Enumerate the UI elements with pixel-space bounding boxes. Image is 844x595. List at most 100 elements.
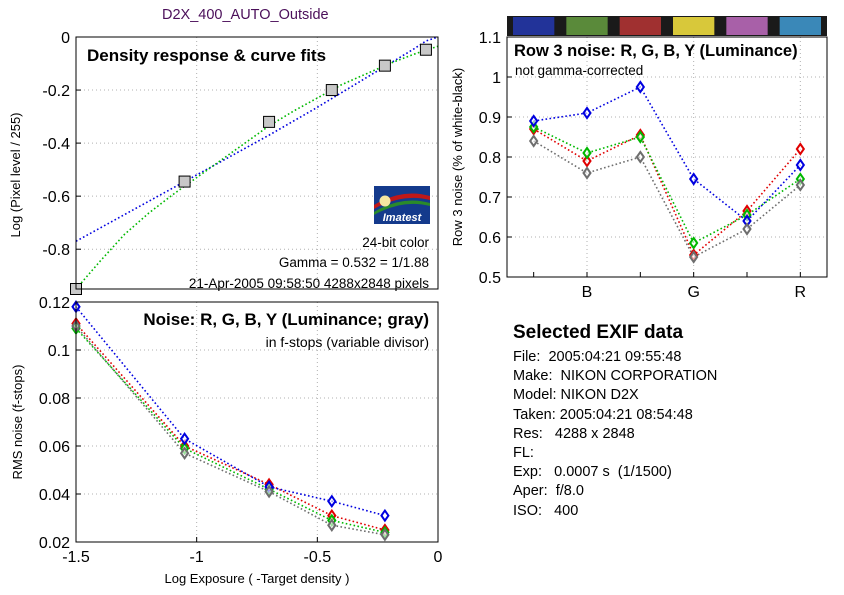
y-tick-label: 1 (492, 70, 501, 87)
fit-line-blue (75, 36, 439, 242)
y-tick-label: 0 (61, 30, 70, 47)
exif-line-fl: FL: (513, 445, 534, 462)
density-point (178, 175, 191, 188)
data-point (688, 172, 699, 186)
color-swatch (779, 17, 821, 35)
density-response-chart: -0.8 -0.6 -0.4 -0.2 0 Log (Pixel level / 255)… (8, 30, 439, 295)
chart-title: Row 3 noise: R, G, B, Y (Luminance) (514, 42, 798, 60)
chart-subtitle: in f-stops (variable divisor) (266, 334, 429, 350)
y-tick-label: -0.2 (42, 83, 70, 100)
swatch-strip (507, 16, 827, 36)
y-tick-label: 0.12 (39, 295, 70, 312)
info-line: Gamma = 0.532 = 1/1.88 (279, 255, 429, 270)
exif-line-make: Make: NIKON CORPORATION (513, 368, 718, 385)
info-line: 21-Apr-2005 09:58:50 4288x2848 pixels (189, 276, 429, 291)
logo-sun (379, 195, 391, 207)
data-point (582, 106, 592, 120)
y-tick-label: 0.7 (479, 190, 501, 207)
exif-line-res: Res: 4288 x 2848 (513, 425, 635, 442)
exif-line-iso: ISO: 400 (513, 502, 579, 519)
y-tick-label: 0.08 (39, 391, 70, 408)
color-swatch (619, 17, 661, 35)
data-point (582, 154, 592, 168)
y-tick-label: 0.8 (479, 150, 501, 167)
data-point (635, 80, 646, 94)
y-tick-label: -0.6 (42, 189, 70, 206)
x-axis-label: Log Exposure ( -Target density ) (165, 571, 350, 586)
x-tick-label: -1.5 (62, 549, 90, 566)
data-point (327, 494, 337, 508)
series-line-red (533, 128, 801, 257)
window-title: D2X_400_AUTO_Outside (162, 7, 329, 23)
exif-line-file: File: 2005:04:21 09:55:48 (513, 349, 682, 365)
x-tick-label: -1 (190, 549, 204, 566)
y-tick-label: 0.1 (48, 343, 70, 360)
y-tick-label: 0.04 (39, 487, 70, 504)
data-point (635, 130, 646, 144)
y-axis-label: Row 3 noise (% of white-black) (450, 68, 465, 246)
data-point (795, 158, 806, 172)
x-tick-label: B (582, 284, 593, 301)
logo-stripe-green (374, 200, 430, 215)
data-point (688, 250, 699, 264)
y-tick-label: 0.06 (39, 439, 70, 456)
exif-line-taken: Taken: 2005:04:21 08:54:48 (513, 406, 693, 423)
color-swatch (566, 17, 608, 35)
data-point (179, 432, 190, 446)
chart-subtitle: not gamma-corrected (515, 63, 643, 78)
exif-panel: Selected EXIF data File: 2005:04:21 09:5… (513, 322, 717, 521)
exif-line-exp: Exp: 0.0007 s (1/1500) (513, 464, 672, 481)
y-tick-label: -0.4 (42, 136, 70, 153)
exif-line-aper: Aper: f/8.0 (513, 483, 584, 500)
data-point (179, 446, 190, 460)
density-point (325, 84, 338, 97)
data-point (688, 236, 699, 250)
data-point (795, 142, 806, 156)
info-line: 24-bit color (362, 235, 429, 250)
y-tick-label: 0.02 (39, 535, 70, 552)
data-point (635, 150, 646, 164)
row3-noise-chart: B G R 0.5 0.6 0.7 0.8 0.9 1 1.1 Row 3 noise (% of … (450, 16, 828, 301)
logo-text: Imatest (383, 212, 423, 224)
axes-frame (75, 36, 439, 290)
imatest-logo-icon: Imatest (374, 186, 430, 224)
data-point (380, 528, 390, 542)
color-swatch (513, 17, 555, 35)
color-swatch (726, 17, 768, 35)
y-tick-label: -0.8 (42, 242, 70, 259)
y-tick-label: 0.5 (479, 270, 501, 287)
exif-title: Selected EXIF data (513, 322, 684, 343)
color-swatch (673, 17, 715, 35)
y-axis-label: Log (Pixel level / 255) (8, 112, 23, 237)
series-line-blue (533, 85, 801, 223)
y-tick-label: 0.6 (479, 230, 501, 247)
series-line-red (75, 323, 386, 531)
density-point (419, 43, 432, 56)
y-axis-label: RMS noise (f-stops) (10, 365, 25, 480)
fit-line-green (75, 45, 439, 290)
data-point (528, 114, 539, 128)
logo-stripe-red (374, 193, 430, 209)
data-point (742, 222, 752, 236)
data-point (380, 508, 390, 523)
density-point (378, 59, 391, 72)
data-point (264, 484, 274, 499)
x-tick-label: G (687, 284, 699, 301)
y-tick-label: 1.1 (479, 30, 501, 47)
data-point (582, 166, 592, 180)
y-tick-label: 0.9 (479, 110, 501, 127)
data-point (327, 518, 337, 532)
series-line-gray (533, 140, 801, 259)
series-line-gray (75, 325, 386, 536)
data-point (528, 134, 539, 148)
data-point (582, 146, 592, 160)
chart-title: Noise: R, G, B, Y (Luminance; gray) (143, 310, 429, 329)
x-tick-label: R (795, 284, 807, 301)
density-point (263, 115, 276, 128)
axes-frame (75, 301, 439, 543)
series-line-green (75, 327, 386, 534)
series-line-green (533, 126, 801, 245)
x-tick-label: 0 (434, 549, 443, 566)
exif-line-model: Model: NIKON D2X (513, 387, 639, 404)
